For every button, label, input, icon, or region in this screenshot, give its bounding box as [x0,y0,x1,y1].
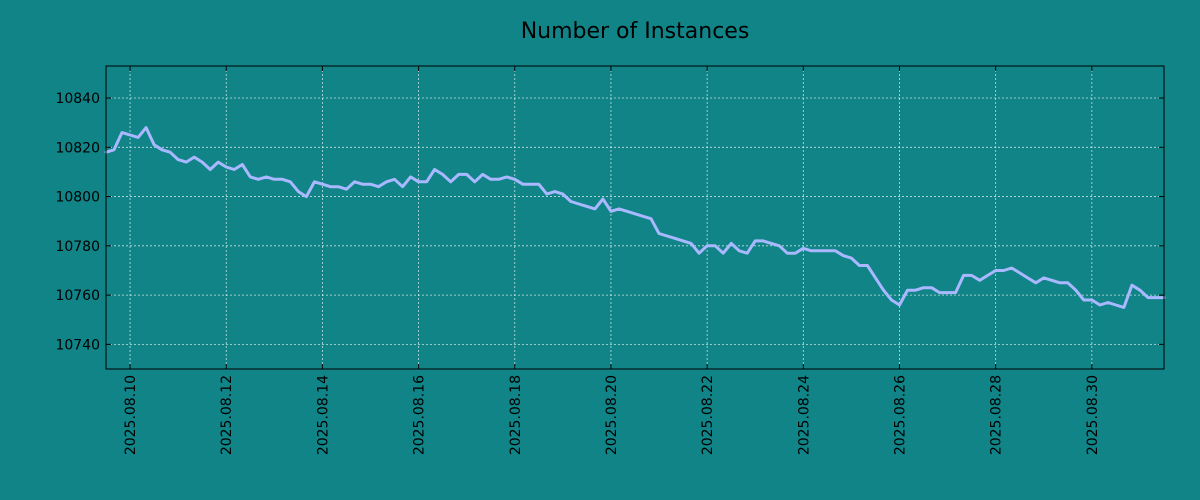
y-tick-label: 10780 [55,239,100,255]
y-tick-label: 10740 [55,337,100,353]
ticks [106,66,1164,369]
x-tick-label: 2025.08.22 [700,375,716,455]
x-tick-label: 2025.08.12 [219,375,235,455]
x-tick-label: 2025.08.26 [893,375,909,455]
y-tick-label: 10840 [55,91,100,107]
series-line [104,126,1166,309]
x-tick-label: 2025.08.14 [315,375,331,455]
y-tick-label: 10800 [55,190,100,206]
plot-frame [105,65,1165,370]
series-layer [104,126,1166,309]
x-tick-label: 2025.08.30 [1085,375,1101,455]
x-tick-label: 2025.08.16 [412,375,428,455]
x-tick-label: 2025.08.28 [989,375,1005,455]
x-tick-label: 2025.08.10 [123,375,139,455]
x-tick-label: 2025.08.24 [796,375,812,455]
chart-title: Number of Instances [521,19,750,44]
tick-labels: 10740 10760 10780 10800 10820 10840 2025.08.10… [55,91,1100,455]
x-tick-label: 2025.08.18 [508,375,524,455]
y-tick-label: 10820 [55,140,100,156]
grid [106,66,1164,369]
y-tick-label: 10760 [55,288,100,304]
x-tick-label: 2025.08.20 [604,375,620,455]
